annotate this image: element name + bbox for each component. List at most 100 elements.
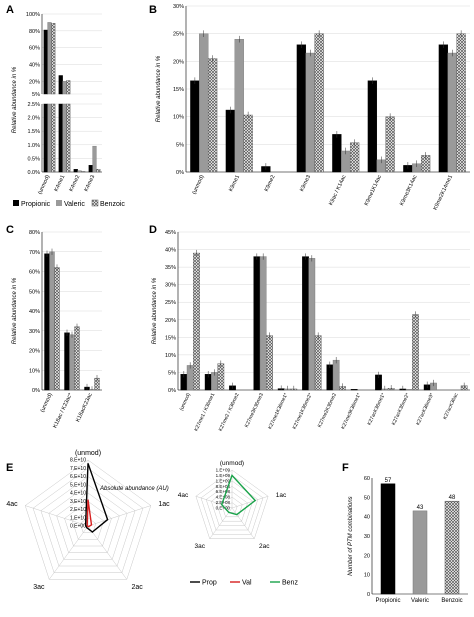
bar-propionic — [88, 164, 93, 173]
x-tick-label: K9me1 — [228, 174, 241, 192]
y-tick-label: 40% — [165, 248, 176, 254]
radar-spoke — [87, 505, 151, 527]
radar-grid — [79, 517, 97, 533]
x-tick-label: K9ac / K14ac — [328, 174, 347, 206]
bar-valeric-lower — [62, 103, 67, 173]
y-tick-label: 0.0% — [27, 170, 40, 176]
inset-radar-tick-label: 6.E+08 — [216, 489, 231, 494]
data-label: 43 — [417, 505, 424, 511]
bar-valeric-upper — [47, 22, 52, 95]
inset-radar-spoke — [231, 496, 269, 509]
x-tick-label: K9me3 — [299, 174, 312, 192]
y-tick-label: 30% — [173, 4, 184, 10]
y-tick-label: 60% — [29, 46, 40, 52]
bar-propionic — [253, 256, 261, 391]
radar-annotation: Absolute abundance (AU) — [99, 486, 169, 492]
panel-label-b: B — [149, 4, 157, 16]
bar-propionic — [380, 483, 396, 595]
bar-valeric — [186, 365, 194, 391]
x-tick-label: (unmod) — [191, 174, 205, 195]
chart-e: (unmod) 1ac 2ac 3ac 4ac 0.E+00 1.E+10 2.E+10 3.E… — [6, 450, 298, 591]
y-tick-label: 0% — [168, 388, 176, 394]
radar-tick-label: 2.E+10 — [70, 507, 86, 513]
inset-radar-grid — [211, 485, 253, 526]
bar-valeric-lower — [47, 103, 52, 173]
bar-propionic — [190, 80, 200, 173]
y-tick-label: 45% — [165, 230, 176, 236]
bar-propionic-lower — [43, 103, 48, 173]
bar-propionic — [332, 134, 342, 173]
y-tick-label: 30 — [364, 534, 370, 540]
chart-f: 0 10 20 30 40 50 60 57 Propionic 43 Valeric 48 Benzo… — [348, 476, 468, 604]
inset-radar-grid — [195, 469, 269, 539]
y-tick-label: 20% — [173, 59, 184, 65]
y-tick-label: 5% — [32, 92, 40, 98]
y-tick-label: 10% — [165, 353, 176, 359]
radar-spoke — [87, 525, 127, 580]
bar-propionic — [73, 169, 78, 173]
inset-radar-grid — [216, 491, 248, 522]
y-tick-label: 30% — [165, 283, 176, 289]
y-tick-label: 50% — [29, 289, 40, 295]
y-tick-label: 35% — [165, 265, 176, 271]
inset-radar-axis-label: 2ac — [259, 543, 270, 550]
y-tick-label: 5% — [168, 370, 176, 376]
legend-swatch-benzoic — [91, 199, 99, 207]
y-tick-label: 40 — [364, 515, 370, 521]
bar-benzoic — [54, 267, 60, 391]
legend-label-valeric: Valeric — [64, 201, 85, 208]
legend-swatch-valeric — [56, 200, 62, 206]
panel-label-f: F — [342, 462, 349, 474]
radar-grid — [64, 500, 112, 547]
bar-valeric — [332, 359, 340, 391]
radar-grid — [72, 509, 104, 540]
bar-benzoic — [96, 169, 101, 173]
x-tick-label: (unmod) — [37, 174, 51, 195]
panel-label-a: A — [6, 4, 14, 16]
x-tick-label: K27me1 / K36me1 — [193, 392, 216, 432]
y-tick-label: 1.0% — [27, 143, 40, 149]
y-tick-label: 30% — [29, 329, 40, 335]
y-axis-label: Relative abundance in % — [156, 55, 162, 122]
x-tick-label: K27me2 / K36me2 — [218, 392, 241, 432]
x-tick-label: K9me2 — [264, 174, 277, 192]
bar-benzoic — [266, 335, 273, 391]
radar-grid — [48, 484, 128, 560]
inset-radar-spoke — [231, 507, 255, 539]
chart-c: 0% 10% 20% 30% 40% 50% 60% 70% 80% (unmod)K18ac /… — [12, 230, 102, 429]
inset-radar-grid — [221, 496, 243, 518]
bar-propionic — [326, 364, 334, 391]
bar-benzoic-lower — [66, 103, 71, 173]
inset-radar-axis-label: 1ac — [276, 492, 287, 499]
inset-radar-tick-label: 8.E+08 — [216, 484, 231, 489]
x-tick-label: K4me2 — [69, 174, 82, 192]
radar-tick-label: 5.E+10 — [70, 482, 86, 488]
x-tick-label: K27me1K36me2* — [292, 392, 314, 430]
radar-tick-label: 4.E+10 — [70, 491, 86, 497]
y-axis-label: Relative abundance in % — [152, 277, 158, 344]
bar-benzoic-upper — [66, 80, 71, 95]
inset-radar-grid — [205, 480, 259, 531]
y-tick-label: 2.0% — [27, 116, 40, 122]
bar-propionic — [302, 256, 309, 391]
y-tick-label: 0% — [32, 388, 40, 394]
radar-legend-label: Benz — [282, 580, 298, 587]
bar-benzoic — [74, 326, 80, 391]
x-tick-label: K9me2K14me1 — [433, 174, 454, 211]
chart-d: 0%5%10%15%20%25%30%35%40%45%(unmod) K27me… — [152, 230, 470, 432]
bar-benzoic — [314, 33, 324, 173]
radar-axis-label: (unmod) — [75, 450, 101, 457]
bar-benzoic-lower — [51, 103, 56, 173]
inset-radar-tick-label: 1.E+09 — [216, 468, 231, 473]
y-tick-label: 20% — [165, 318, 176, 324]
x-tick-label: K18ac / K23ac* — [52, 392, 74, 430]
bar-benzoic — [243, 114, 253, 173]
y-tick-label: 80% — [29, 230, 40, 236]
y-tick-label: 15% — [173, 87, 184, 93]
radar-tick-label: 0.E+00 — [70, 524, 86, 530]
inset-radar-axis-label: (unmod) — [220, 460, 244, 467]
x-tick-label: K27me1K36me1* — [267, 392, 289, 430]
legend-swatch-propionic — [13, 200, 19, 206]
bar-valeric — [308, 258, 316, 391]
bar-benzoic — [207, 58, 218, 173]
